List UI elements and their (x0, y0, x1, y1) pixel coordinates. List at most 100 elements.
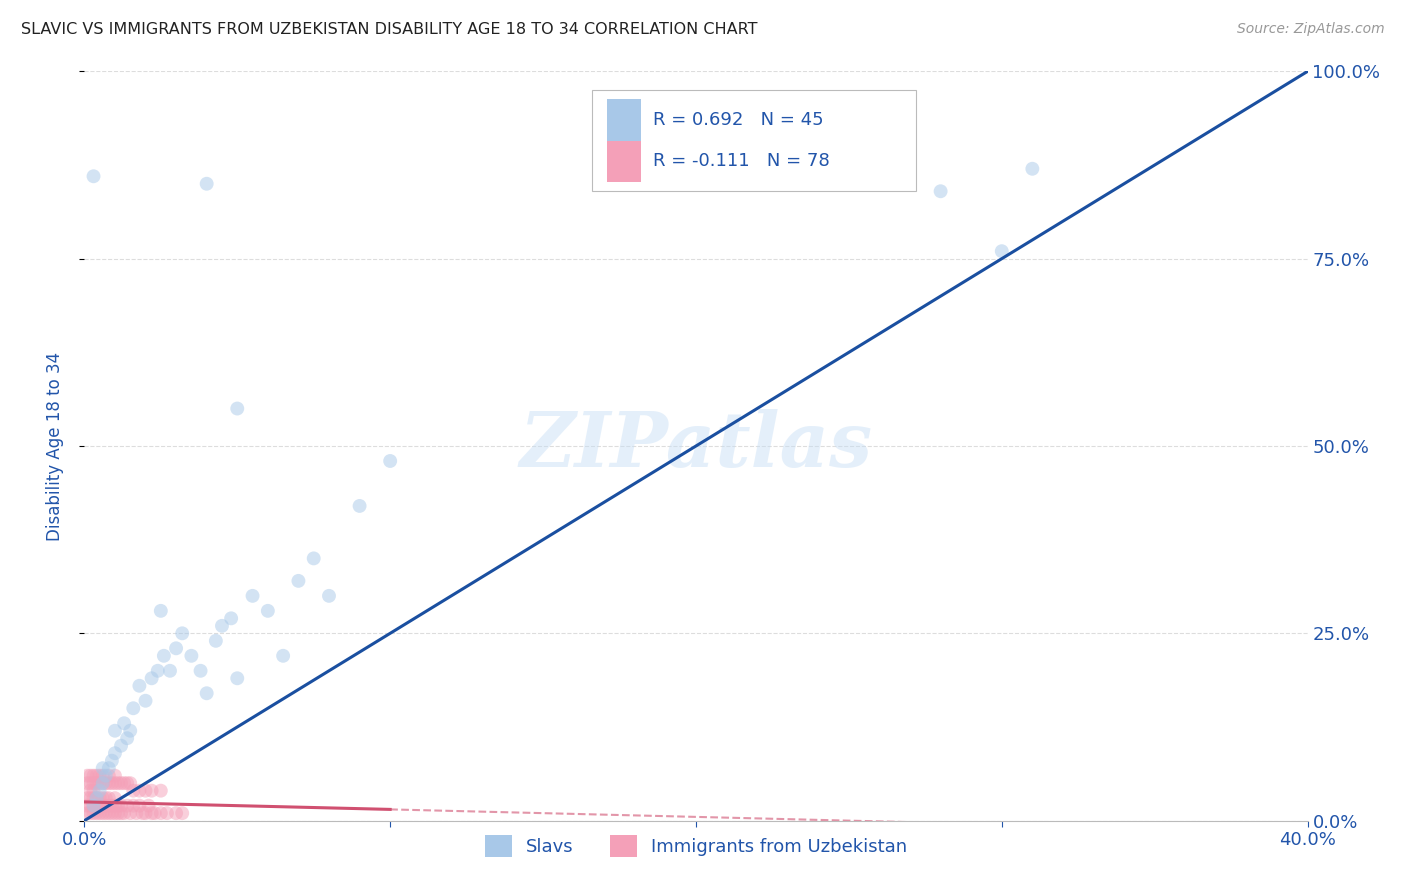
Point (165, 806, 187, 821)
Point (219, 611, 242, 625)
Point (271, 648, 294, 663)
Point (110, 806, 132, 821)
Text: ZIPatlas: ZIPatlas (519, 409, 873, 483)
Bar (606, 141, 641, 182)
Point (149, 783, 172, 797)
FancyBboxPatch shape (592, 90, 917, 191)
Point (94, 798, 117, 813)
Point (120, 806, 142, 821)
Point (172, 806, 194, 821)
Point (83, 776, 105, 790)
Point (94, 776, 117, 790)
Point (76, 806, 98, 821)
Point (156, 806, 179, 821)
Point (86, 798, 108, 813)
Point (91, 791, 114, 805)
Point (76, 791, 98, 805)
Point (104, 806, 127, 821)
Point (89, 791, 111, 805)
Point (112, 806, 135, 821)
Point (86, 769, 108, 783)
Point (79, 776, 101, 790)
Legend: Slavs, Immigrants from Uzbekistan: Slavs, Immigrants from Uzbekistan (477, 828, 915, 864)
Point (318, 589, 340, 603)
Bar (606, 99, 641, 141)
Point (991, 244, 1014, 259)
Point (120, 776, 142, 790)
Point (242, 589, 264, 603)
Point (91, 769, 114, 783)
Point (125, 806, 148, 821)
Point (97, 761, 120, 775)
Point (104, 776, 127, 790)
Point (153, 648, 176, 663)
Point (149, 806, 172, 821)
Point (97, 798, 120, 813)
Point (101, 776, 124, 790)
Point (128, 798, 150, 813)
Point (143, 806, 166, 821)
Point (135, 694, 157, 708)
Point (101, 806, 124, 821)
Point (97, 769, 120, 783)
Point (89, 783, 111, 797)
Point (380, 454, 402, 468)
Text: SLAVIC VS IMMIGRANTS FROM UZBEKISTAN DISABILITY AGE 18 TO 34 CORRELATION CHART: SLAVIC VS IMMIGRANTS FROM UZBEKISTAN DIS… (21, 22, 758, 37)
Point (107, 798, 129, 813)
Point (138, 798, 160, 813)
Point (131, 806, 153, 821)
Point (135, 806, 157, 821)
Point (94, 806, 117, 821)
Point (149, 604, 172, 618)
Point (86, 776, 108, 790)
Point (79, 769, 101, 783)
Point (302, 551, 325, 566)
Point (141, 783, 163, 797)
Point (104, 746, 127, 760)
Point (122, 701, 145, 715)
Point (83, 769, 105, 783)
Point (190, 664, 212, 678)
Point (135, 783, 157, 797)
Point (112, 716, 135, 731)
Point (97, 776, 120, 790)
Point (76, 769, 98, 783)
Point (141, 671, 163, 685)
Point (110, 798, 132, 813)
Point (89, 769, 111, 783)
Point (107, 776, 129, 790)
Point (929, 184, 952, 198)
Point (89, 776, 111, 790)
Point (79, 798, 101, 813)
Point (91, 798, 114, 813)
Y-axis label: Disability Age 18 to 34: Disability Age 18 to 34 (45, 351, 63, 541)
Point (104, 798, 127, 813)
Point (91, 776, 114, 790)
Point (83, 791, 105, 805)
Point (83, 806, 105, 821)
Point (91, 776, 114, 790)
Point (112, 776, 135, 790)
Point (349, 499, 371, 513)
Point (76, 798, 98, 813)
Point (104, 769, 127, 783)
Point (172, 626, 194, 640)
Point (122, 783, 145, 797)
Point (104, 723, 127, 738)
Point (97, 791, 120, 805)
Point (226, 401, 249, 416)
Point (83, 783, 105, 797)
Point (165, 641, 187, 656)
Point (205, 633, 228, 648)
Point (195, 686, 218, 700)
Text: Source: ZipAtlas.com: Source: ZipAtlas.com (1237, 22, 1385, 37)
Point (101, 754, 124, 768)
Point (89, 806, 111, 821)
Point (257, 604, 280, 618)
Point (86, 791, 108, 805)
Point (76, 776, 98, 790)
Text: R = -0.111   N = 78: R = -0.111 N = 78 (654, 153, 830, 170)
Point (104, 791, 127, 805)
Point (86, 791, 108, 805)
Point (101, 798, 124, 813)
